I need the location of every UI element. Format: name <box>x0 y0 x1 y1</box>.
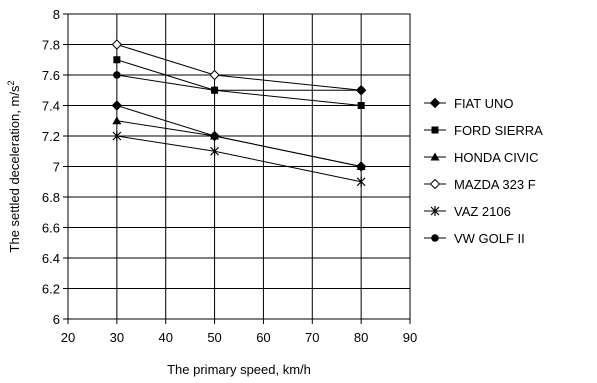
x-tick-label: 60 <box>256 330 270 345</box>
legend-marker-ford-sierra <box>431 126 439 134</box>
data-point-ford-sierra <box>113 56 121 64</box>
x-tick-label: 40 <box>158 330 172 345</box>
y-axis-title: The settled deceleration, m/s2 <box>6 81 22 253</box>
data-point-ford-sierra <box>357 102 365 109</box>
x-tick-label: 70 <box>305 330 319 345</box>
data-point-vaz-2106 <box>356 176 366 187</box>
legend-item-vaz-2106: VAZ 2106 <box>424 204 511 219</box>
data-point-vw-golf-ii <box>113 71 121 79</box>
data-point-honda-civic <box>112 116 122 125</box>
legend-item-mazda-323-f: MAZDA 323 F <box>424 177 536 192</box>
legend-marker-honda-civic <box>430 152 440 161</box>
y-axis: 6 6.2 6.4 6.6 6.8 7 7.2 7.4 7.6 7.8 8 <box>42 7 68 327</box>
x-tick-label: 90 <box>403 330 417 345</box>
legend-label: VW GOLF II <box>454 231 525 246</box>
series-line-ford-sierra <box>116 59 362 106</box>
data-point-vaz-2106 <box>210 146 219 157</box>
data-point-mazda-323-f <box>209 69 220 81</box>
y-tick-label: 6.2 <box>42 282 60 297</box>
y-tick-label: 6.6 <box>42 221 60 236</box>
x-tick-label: 30 <box>110 330 124 345</box>
series-line-honda-civic <box>116 120 362 167</box>
legend-marker-fiat-uno <box>429 97 441 109</box>
y-tick-label: 6 <box>53 312 60 327</box>
y-tick-label: 7.8 <box>42 38 60 53</box>
legend: FIAT UNO FORD SIERRA HONDA CIVIC MAZDA 323 … <box>424 96 543 246</box>
legend-item-fiat-uno: FIAT UNO <box>424 96 513 111</box>
x-tick-label: 20 <box>61 330 75 345</box>
y-tick-label: 8 <box>53 7 60 22</box>
data-point-mazda-323-f <box>111 39 123 50</box>
y-tick-label: 7 <box>53 160 60 175</box>
data-point-vaz-2106 <box>112 131 122 141</box>
y-tick-label: 7.2 <box>42 129 60 144</box>
legend-label: HONDA CIVIC <box>454 150 539 165</box>
legend-label: VAZ 2106 <box>454 204 511 219</box>
y-tick-label: 7.6 <box>42 68 60 83</box>
y-tick-label: 6.8 <box>42 190 60 205</box>
series-line-mazda-323-f <box>116 44 362 91</box>
legend-label: FIAT UNO <box>454 96 513 111</box>
data-point-fiat-uno <box>111 100 123 111</box>
data-point-vw-golf-ii <box>357 86 365 95</box>
legend-label: FORD SIERRA <box>454 123 543 138</box>
data-point-vw-golf-ii <box>210 86 219 95</box>
series-lines <box>116 44 362 183</box>
legend-item-ford-sierra: FORD SIERRA <box>424 123 543 138</box>
legend-marker-mazda-323-f <box>429 178 441 190</box>
y-tick-label: 7.4 <box>42 99 60 114</box>
legend-label: MAZDA 323 F <box>454 177 536 192</box>
y-tick-label: 6.4 <box>42 251 60 266</box>
legend-marker-vw-golf-ii <box>431 234 439 242</box>
legend-item-honda-civic: HONDA CIVIC <box>424 150 539 165</box>
y-axis-title-superscript: 2 <box>6 81 16 86</box>
x-tick-label: 80 <box>354 330 368 345</box>
legend-item-vw-golf-ii: VW GOLF II <box>424 231 525 246</box>
legend-marker-vaz-2106 <box>430 206 440 216</box>
x-axis: 20 30 40 50 60 70 80 90 <box>61 319 417 345</box>
x-tick-label: 50 <box>207 330 221 345</box>
data-point-honda-civic <box>356 162 366 170</box>
x-axis-title: The primary speed, km/h <box>167 362 311 377</box>
series-markers <box>111 39 367 187</box>
y-axis-title-main: The settled deceleration, m/s <box>7 85 22 252</box>
data-point-honda-civic <box>210 131 220 140</box>
